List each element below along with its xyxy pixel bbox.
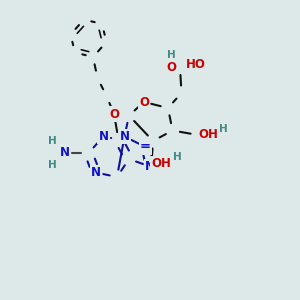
Text: O: O: [109, 107, 119, 121]
Text: =: =: [140, 140, 151, 154]
Text: OH: OH: [198, 128, 218, 142]
Text: H: H: [219, 124, 228, 134]
Text: O: O: [139, 95, 149, 109]
Text: N: N: [59, 146, 70, 160]
Text: N: N: [98, 130, 109, 143]
Text: HO: HO: [186, 58, 206, 71]
Text: N: N: [91, 166, 101, 179]
Text: H: H: [48, 160, 57, 170]
Text: H: H: [48, 136, 57, 146]
Text: H: H: [167, 50, 176, 61]
Text: N: N: [145, 160, 155, 173]
Text: N: N: [119, 130, 130, 143]
Text: H: H: [172, 152, 181, 163]
Text: OH: OH: [152, 157, 171, 170]
Text: O: O: [166, 61, 176, 74]
